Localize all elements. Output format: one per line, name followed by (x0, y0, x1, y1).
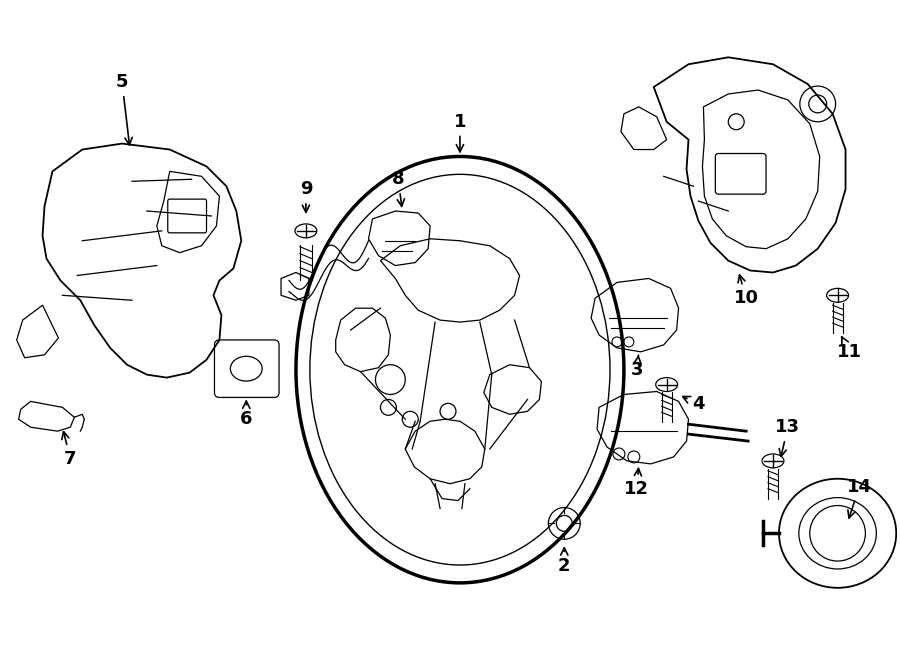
Text: 3: 3 (631, 355, 644, 379)
Text: 6: 6 (240, 401, 253, 428)
Text: 12: 12 (625, 469, 649, 498)
Text: 1: 1 (454, 113, 466, 152)
Text: 14: 14 (847, 478, 872, 518)
Text: 4: 4 (683, 395, 705, 413)
Text: 5: 5 (116, 73, 132, 145)
Text: 8: 8 (392, 170, 405, 207)
Text: 10: 10 (734, 275, 759, 307)
Text: 13: 13 (776, 418, 800, 456)
Text: 7: 7 (62, 432, 77, 468)
Text: 2: 2 (558, 548, 571, 575)
Text: 11: 11 (837, 337, 862, 361)
Text: 9: 9 (300, 180, 312, 213)
